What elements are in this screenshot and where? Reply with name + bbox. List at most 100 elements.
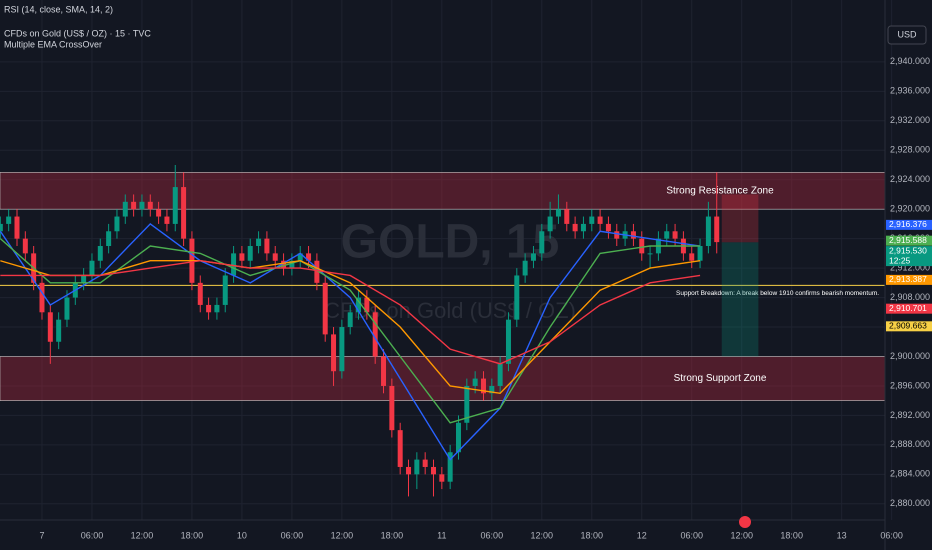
candle-body: [431, 466, 437, 475]
level-label: Support Breakdown: A break below 1910 co…: [676, 290, 879, 297]
candle-body: [164, 216, 170, 224]
candle-body: [172, 187, 178, 224]
candle-body: [647, 253, 653, 255]
candle-body: [339, 327, 345, 372]
candle-body: [480, 378, 486, 394]
candle-body: [580, 223, 586, 232]
candle-body: [322, 282, 328, 335]
candle-body: [306, 253, 312, 261]
candle-body: [331, 334, 337, 372]
ema-line: [0, 260, 701, 395]
price-label-bg: [886, 246, 932, 267]
indicator: RSI (14, close, SMA, 14, 2): [4, 4, 113, 14]
candle-body: [114, 216, 120, 232]
x-tick-label: 10: [237, 530, 247, 540]
candle-body: [147, 201, 153, 210]
candle-body: [489, 385, 495, 394]
candle-body: [547, 216, 553, 232]
candle-body: [714, 216, 720, 243]
y-tick-label: 2,900.000: [890, 351, 930, 361]
price-label-bg: [886, 321, 932, 332]
candle-body: [181, 187, 187, 239]
candle-body: [389, 385, 395, 431]
watermark-sub: CFDs on Gold (US$ / OZ): [324, 298, 576, 323]
candle-body: [522, 260, 528, 276]
x-tick-label: 7: [39, 530, 44, 540]
price-label: 2,913.387: [889, 274, 927, 284]
position-risk: [721, 194, 759, 243]
candle-body: [156, 209, 162, 217]
candle-body: [397, 430, 403, 467]
candle-body: [214, 304, 220, 313]
candle-body: [272, 253, 278, 261]
candle-body: [472, 378, 478, 386]
currency[interactable]: USD: [897, 29, 917, 39]
candle-body: [455, 422, 461, 453]
x-tick-label: 18:00: [181, 530, 204, 540]
price-label-bg: [886, 274, 932, 285]
watermark: GOLD, 15: [341, 216, 560, 269]
x-tick-label: 12: [637, 530, 647, 540]
candle-body: [256, 238, 262, 247]
candle-body: [222, 275, 228, 305]
candle-body: [697, 246, 703, 261]
y-tick-label: 2,932.000: [890, 115, 930, 125]
x-tick-label: 12:00: [531, 530, 554, 540]
candle-body: [39, 282, 45, 313]
price-label: 2,915.530: [889, 245, 927, 255]
candle-body: [664, 231, 670, 239]
candle-body: [81, 275, 87, 283]
currency-button[interactable]: [887, 25, 927, 45]
candle-body: [572, 223, 578, 232]
candle-body: [564, 209, 570, 224]
candle-body: [247, 246, 253, 261]
candle-body: [372, 312, 378, 357]
candle-body: [630, 231, 636, 239]
x-tick-label: 18:00: [581, 530, 604, 540]
candle-body: [406, 466, 412, 475]
price-label: 2,916.376: [889, 219, 927, 229]
price-label: 2,910.701: [889, 303, 927, 313]
candle-body: [347, 312, 353, 328]
zone-label: Strong Resistance Zone: [666, 185, 774, 196]
x-tick-label: 06:00: [680, 530, 703, 540]
candle-body: [464, 385, 470, 423]
candle-body: [106, 231, 112, 247]
y-tick-label: 2,928.000: [890, 145, 930, 155]
x-tick-label: 12:00: [730, 530, 753, 540]
candle-body: [0, 223, 3, 232]
x-tick-label: 18:00: [780, 530, 803, 540]
candle-body: [56, 319, 62, 342]
candle-body: [14, 216, 20, 239]
candle-body: [381, 356, 387, 386]
y-tick-label: 2,884.000: [890, 469, 930, 479]
y-tick-label: 2,936.000: [890, 86, 930, 96]
candle-body: [47, 312, 53, 342]
price-label-bg: [886, 235, 932, 246]
candle-body: [639, 238, 645, 254]
position-reward: [721, 242, 759, 357]
candle-body: [89, 260, 95, 276]
ema-line: [0, 222, 701, 461]
candle-body: [555, 209, 561, 217]
event-icon[interactable]: [739, 516, 751, 528]
price-label-bg: [886, 219, 932, 230]
candle-body: [530, 253, 536, 261]
y-tick-label: 2,920.000: [890, 204, 930, 214]
y-tick-label: 2,924.000: [890, 174, 930, 184]
candle-body: [281, 260, 287, 269]
candle-body: [314, 260, 320, 283]
x-tick-label: 13: [837, 530, 847, 540]
x-tick-label: 18:00: [381, 530, 404, 540]
candle-body: [6, 216, 12, 224]
x-tick-label: 06:00: [281, 530, 304, 540]
candle-body: [439, 474, 445, 482]
y-tick-label: 2,880.000: [890, 498, 930, 508]
candle-body: [539, 231, 545, 254]
candle-body: [289, 260, 295, 269]
price-label: 2,915.588: [889, 235, 927, 245]
countdown: 12:25: [889, 255, 911, 265]
x-tick-label: 12:00: [131, 530, 154, 540]
candle-body: [705, 216, 711, 247]
